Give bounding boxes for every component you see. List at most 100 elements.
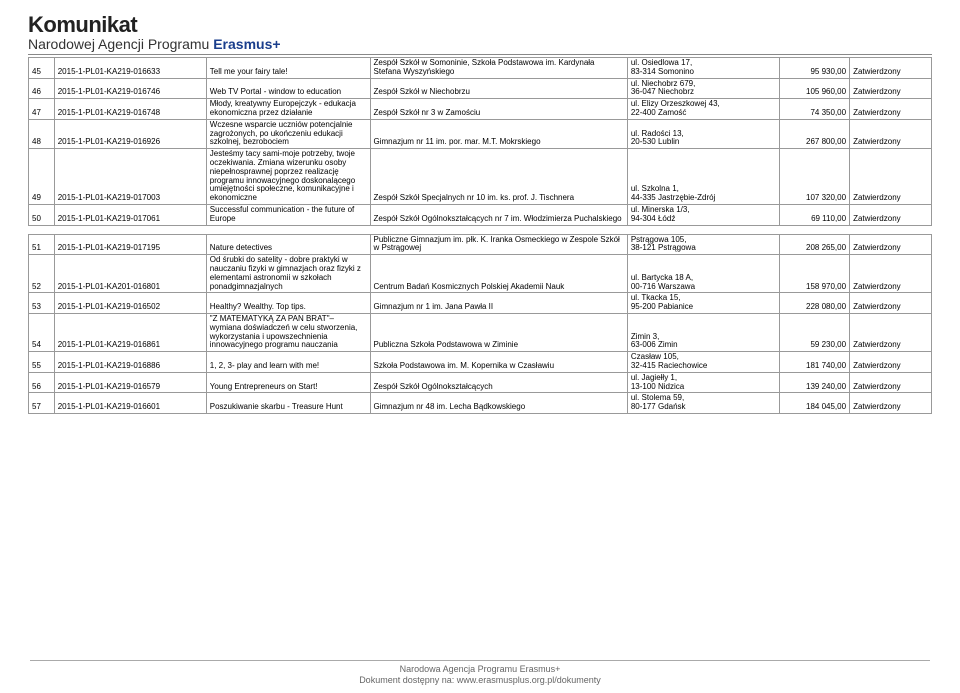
- status: Zatwierdzony: [850, 149, 932, 205]
- table-row: 512015-1-PL01-KA219-017195Nature detecti…: [29, 234, 932, 255]
- school-name: Publiczne Gimnazjum im. płk. K. Iranka O…: [370, 234, 627, 255]
- project-code: 2015-1-PL01-KA219-016861: [54, 313, 206, 351]
- row-number: 47: [29, 99, 55, 120]
- table-row: 472015-1-PL01-KA219-016748Młody, kreatyw…: [29, 99, 932, 120]
- footer-link[interactable]: www.erasmusplus.org.pl/dokumenty: [457, 675, 601, 685]
- address: ul. Niechobrz 679, 36-047 Niechobrz: [627, 78, 779, 99]
- project-title: Nature detectives: [206, 234, 370, 255]
- project-title: Młody, kreatywny Europejczyk - edukacja …: [206, 99, 370, 120]
- amount: 267 800,00: [779, 119, 849, 148]
- status: Zatwierdzony: [850, 119, 932, 148]
- amount: 59 230,00: [779, 313, 849, 351]
- project-code: 2015-1-PL01-KA219-016746: [54, 78, 206, 99]
- status: Zatwierdzony: [850, 58, 932, 79]
- table-row: 502015-1-PL01-KA219-017061Successful com…: [29, 204, 932, 225]
- header-subtitle-accent: Erasmus+: [213, 36, 280, 52]
- row-number: 54: [29, 313, 55, 351]
- school-name: Zespół Szkół w Niechobrzu: [370, 78, 627, 99]
- row-number: 51: [29, 234, 55, 255]
- table-row: 552015-1-PL01-KA219-0168861, 2, 3- play …: [29, 352, 932, 373]
- table-row: 492015-1-PL01-KA219-017003Jesteśmy tacy …: [29, 149, 932, 205]
- row-number: 52: [29, 255, 55, 293]
- address: ul. Bartycka 18 A, 00-716 Warszawa: [627, 255, 779, 293]
- project-title: Web TV Portal - window to education: [206, 78, 370, 99]
- address: ul. Szkolna 1, 44-335 Jastrzębie-Zdrój: [627, 149, 779, 205]
- table-row: 462015-1-PL01-KA219-016746Web TV Portal …: [29, 78, 932, 99]
- header-subtitle-plain: Narodowej Agencji Programu: [28, 36, 213, 52]
- school-name: Zespół Szkół nr 3 w Zamościu: [370, 99, 627, 120]
- amount: 208 265,00: [779, 234, 849, 255]
- row-number: 49: [29, 149, 55, 205]
- table-row: 522015-1-PL01-KA201-016801Od śrubki do s…: [29, 255, 932, 293]
- school-name: Centrum Badań Kosmicznych Polskiej Akade…: [370, 255, 627, 293]
- address: ul. Tkacka 15, 95-200 Pabianice: [627, 293, 779, 314]
- row-number: 53: [29, 293, 55, 314]
- project-code: 2015-1-PL01-KA219-017003: [54, 149, 206, 205]
- amount: 95 930,00: [779, 58, 849, 79]
- address: ul. Stolema 59, 80-177 Gdańsk: [627, 393, 779, 414]
- amount: 105 960,00: [779, 78, 849, 99]
- row-number: 50: [29, 204, 55, 225]
- status: Zatwierdzony: [850, 393, 932, 414]
- school-name: Szkoła Podstawowa im. M. Kopernika w Cza…: [370, 352, 627, 373]
- project-code: 2015-1-PL01-KA219-016633: [54, 58, 206, 79]
- project-title: Successful communication - the future of…: [206, 204, 370, 225]
- project-title: Od śrubki do satelity - dobre praktyki w…: [206, 255, 370, 293]
- row-number: 57: [29, 393, 55, 414]
- school-name: Zespół Szkół Ogólnokształcących nr 7 im.…: [370, 204, 627, 225]
- amount: 69 110,00: [779, 204, 849, 225]
- school-name: Zespół Szkół Ogólnokształcących: [370, 372, 627, 393]
- school-name: Gimnazjum nr 48 im. Lecha Bądkowskiego: [370, 393, 627, 414]
- project-code: 2015-1-PL01-KA219-016886: [54, 352, 206, 373]
- table-row: 572015-1-PL01-KA219-016601Poszukiwanie s…: [29, 393, 932, 414]
- table-row: 452015-1-PL01-KA219-016633Tell me your f…: [29, 58, 932, 79]
- amount: 158 970,00: [779, 255, 849, 293]
- row-number: 45: [29, 58, 55, 79]
- table-block-2: 512015-1-PL01-KA219-017195Nature detecti…: [29, 234, 932, 413]
- row-number: 48: [29, 119, 55, 148]
- header-title: Komunikat: [28, 12, 932, 38]
- address: Pstrągowa 105, 38-121 Pstrągowa: [627, 234, 779, 255]
- amount: 74 350,00: [779, 99, 849, 120]
- projects-table: 452015-1-PL01-KA219-016633Tell me your f…: [28, 57, 932, 226]
- address: Zimin 3, 63-006 Zimin: [627, 313, 779, 351]
- page-footer: Narodowa Agencja Programu Erasmus+ Dokum…: [0, 660, 960, 685]
- project-title: "Z MATEMATYKĄ ZA PAN BRAT"– wymiana dośw…: [206, 313, 370, 351]
- project-title: Healthy? Wealthy. Top tips.: [206, 293, 370, 314]
- address: ul. Osiedlowa 17, 83-314 Somonino: [627, 58, 779, 79]
- row-number: 46: [29, 78, 55, 99]
- amount: 228 080,00: [779, 293, 849, 314]
- projects-table-2: 512015-1-PL01-KA219-017195Nature detecti…: [28, 234, 932, 414]
- status: Zatwierdzony: [850, 313, 932, 351]
- footer-line2: Dokument dostępny na: www.erasmusplus.or…: [0, 675, 960, 685]
- project-code: 2015-1-PL01-KA219-016926: [54, 119, 206, 148]
- table-row: 542015-1-PL01-KA219-016861"Z MATEMATYKĄ …: [29, 313, 932, 351]
- status: Zatwierdzony: [850, 352, 932, 373]
- project-code: 2015-1-PL01-KA219-016502: [54, 293, 206, 314]
- project-title: Jesteśmy tacy sami-moje potrzeby, twoje …: [206, 149, 370, 205]
- status: Zatwierdzony: [850, 255, 932, 293]
- footer-line2-prefix: Dokument dostępny na:: [359, 675, 457, 685]
- page-title: Komunikat Narodowej Agencji Programu Era…: [28, 12, 932, 52]
- amount: 184 045,00: [779, 393, 849, 414]
- project-title: Tell me your fairy tale!: [206, 58, 370, 79]
- footer-line1: Narodowa Agencja Programu Erasmus+: [0, 664, 960, 674]
- footer-divider: [30, 660, 930, 661]
- project-title: 1, 2, 3- play and learn with me!: [206, 352, 370, 373]
- table-row: 482015-1-PL01-KA219-016926Wczesne wsparc…: [29, 119, 932, 148]
- status: Zatwierdzony: [850, 234, 932, 255]
- address: ul. Minerska 1/3, 94-304 Łódź: [627, 204, 779, 225]
- amount: 107 320,00: [779, 149, 849, 205]
- project-title: Wczesne wsparcie uczniów potencjalnie za…: [206, 119, 370, 148]
- school-name: Gimnazjum nr 11 im. por. mar. M.T. Mokrs…: [370, 119, 627, 148]
- project-title: Poszukiwanie skarbu - Treasure Hunt: [206, 393, 370, 414]
- project-code: 2015-1-PL01-KA219-016601: [54, 393, 206, 414]
- row-number: 55: [29, 352, 55, 373]
- school-name: Zespół Szkół Specjalnych nr 10 im. ks. p…: [370, 149, 627, 205]
- address: Czasław 105, 32-415 Raciechowice: [627, 352, 779, 373]
- status: Zatwierdzony: [850, 372, 932, 393]
- table-row: 532015-1-PL01-KA219-016502Healthy? Wealt…: [29, 293, 932, 314]
- amount: 139 240,00: [779, 372, 849, 393]
- project-title: Young Entrepreneurs on Start!: [206, 372, 370, 393]
- project-code: 2015-1-PL01-KA219-017195: [54, 234, 206, 255]
